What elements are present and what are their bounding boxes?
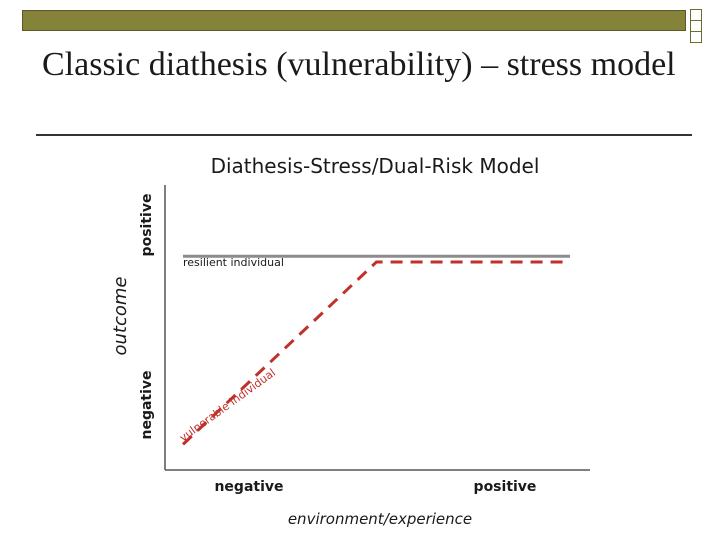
- x-axis-label: environment/experience: [288, 510, 472, 528]
- y-tick-negative: negative: [139, 370, 155, 439]
- series-line-vulnerable: [181, 260, 570, 446]
- chart-title: Diathesis-Stress/Dual-Risk Model: [210, 154, 540, 178]
- title-divider: [36, 134, 692, 136]
- series-label-vulnerable: vulnerable individual: [177, 366, 278, 444]
- slide-title: Classic diathesis (vulnerability) – stre…: [42, 46, 676, 83]
- decorative-top-bar: [22, 10, 686, 31]
- series-label-resilient: resilient individual: [183, 256, 284, 269]
- y-tick-positive: positive: [139, 194, 155, 257]
- chart-axes: [164, 185, 590, 471]
- decorative-corner-boxes: [687, 9, 713, 43]
- x-tick-positive: positive: [474, 479, 537, 495]
- corner-box-lower: [690, 31, 702, 43]
- y-axis-label: outcome: [110, 277, 131, 356]
- x-tick-negative: negative: [214, 479, 283, 495]
